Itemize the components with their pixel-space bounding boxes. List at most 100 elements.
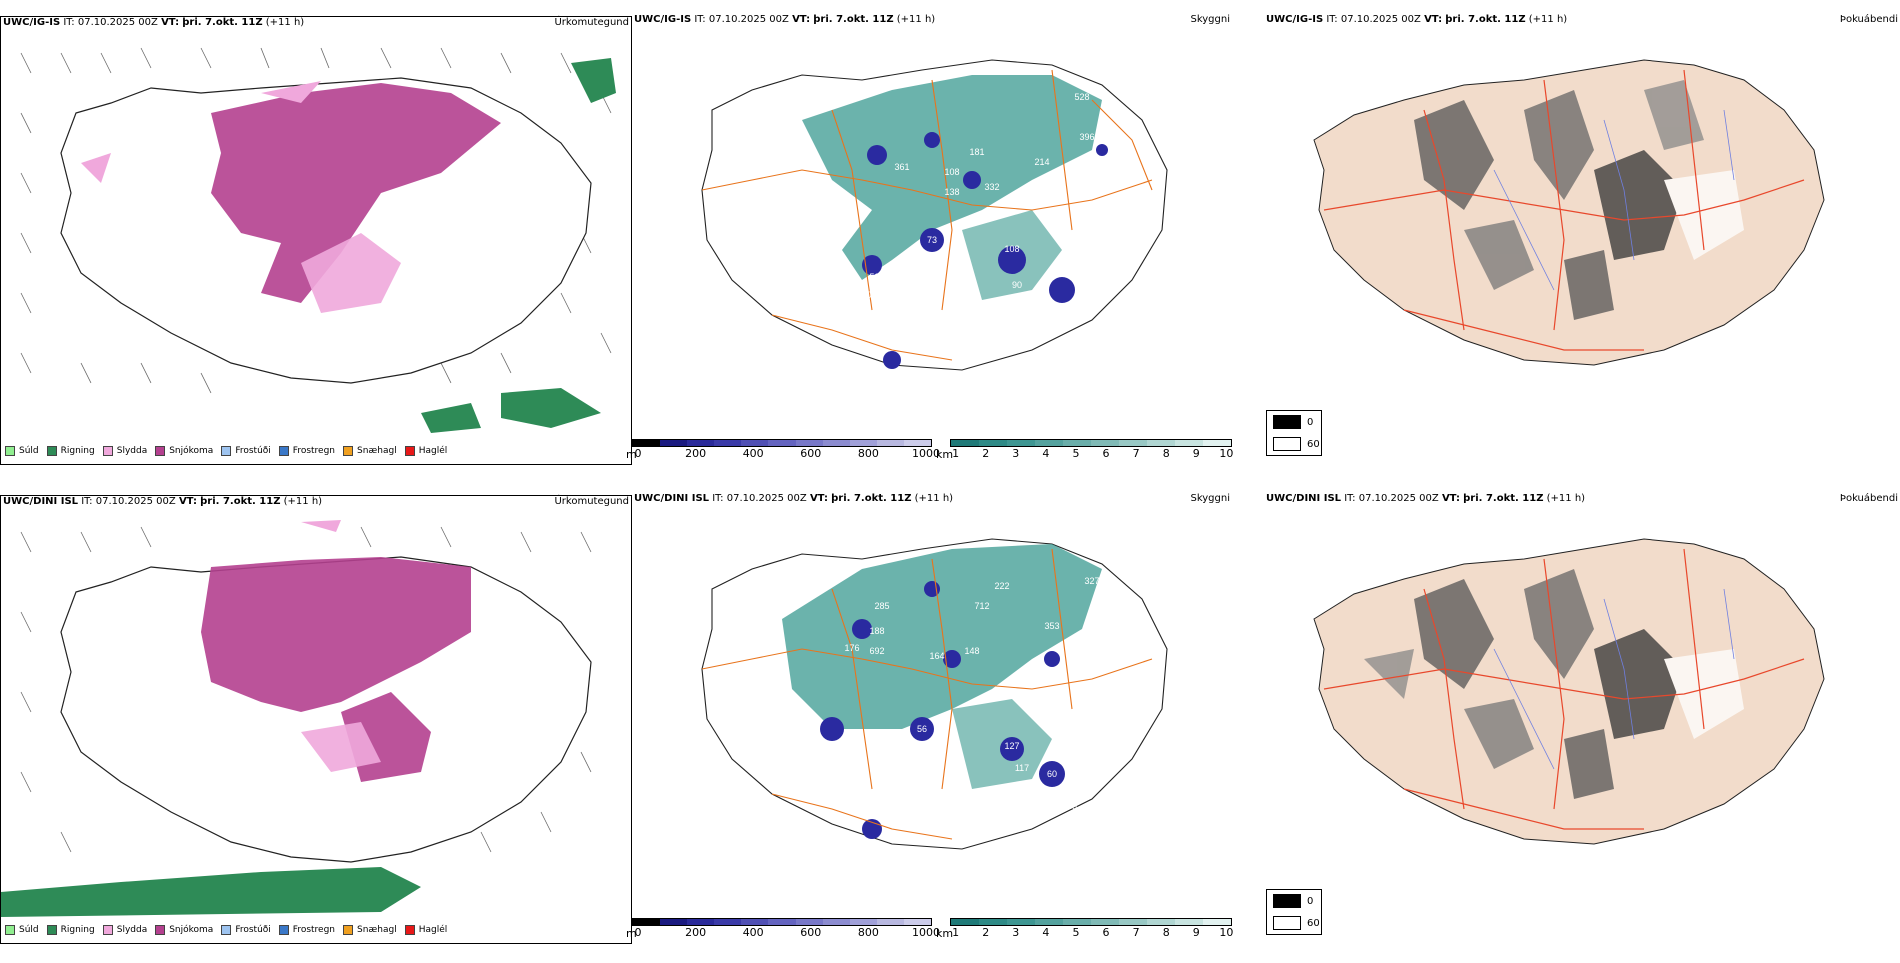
roads [1323,69,1805,351]
ceiling-value: 56 [917,724,927,734]
legend-item: Frostregn [278,446,335,456]
colorbar-tick: 800 [857,926,879,939]
valid-label: VT: [161,17,180,28]
rain-area-sw [421,403,481,433]
ceiling-value: 90 [1012,280,1022,290]
ceiling-colorbar-boxes [632,918,932,926]
ceiling-value: 396 [1079,132,1094,142]
precip-legend: Súld Rigning Slydda Snjókoma Frostúði Fr… [5,444,447,458]
swatch-sleet [102,925,113,935]
colorbar-tick: 3 [1012,447,1020,460]
precip-map [20,47,616,433]
colorbar-box [822,440,850,446]
colorbar-tick: 200 [685,447,707,460]
legend-label: Slydda [116,446,148,456]
colorbar-tick: 2 [982,447,990,460]
legend-label: Snjókoma [169,925,214,935]
visibility-colorbar-boxes [950,918,1232,926]
colorbar-box [1119,440,1147,446]
colorbar-box [1119,919,1147,925]
colorbar-box [795,440,823,446]
visibility-map: 528 396 361 108 138 332 214 181 73 108 9… [701,59,1168,378]
fog-map [1313,538,1825,845]
swatch-freezing-rain [278,446,289,456]
colorbar-box [1175,440,1203,446]
colorbar-box [1175,919,1203,925]
colorbar-box [876,440,904,446]
valid-label: VT: [1441,493,1460,504]
lead-time: (+11 h) [283,496,323,507]
rivers [1493,588,1735,770]
legend-label: Haglél [418,446,448,456]
colorbar-tick: 9 [1192,447,1200,460]
ceiling-cells [862,132,1108,369]
valid-time: þri. 7.okt. 11Z [200,496,281,507]
ceiling-value: 30 [1059,322,1069,332]
visibility-field [802,75,1102,280]
ceiling-value: 138 [944,187,959,197]
model-name: UWC/IG-IS [1266,14,1324,25]
legend-item: Rigning [46,446,95,456]
ceiling-value: 164 [929,651,944,661]
model-name: UWC/DINI ISL [1266,493,1342,504]
colorbar-box [660,919,688,925]
swatch-snow-pellets [343,446,354,456]
ceiling-colorbar-ticks: 0 200 400 600 800 1000 [632,926,941,940]
roads [701,548,1153,840]
legend-item: Haglél [404,446,448,456]
panel-title: Þokuábendi [1839,14,1898,25]
ceiling-colorbar-boxes [632,439,932,447]
legend-label: Snæhagl [357,925,397,935]
panel-title: Þokuábendi [1839,493,1898,504]
colorbar-box [1063,440,1091,446]
ceiling-colorbar: 0 200 400 600 800 1000 m [626,439,941,469]
swatch-drizzle [5,446,15,456]
valid-label: VT: [809,493,828,504]
swatch-hail [404,446,415,456]
ceiling-colorbar-ticks: 0 200 400 600 800 1000 [632,447,941,461]
colorbar-box [687,919,715,925]
ceiling-value: 108 [944,167,959,177]
colorbar-box [1147,919,1175,925]
visibility-panel: UWC/DINI ISL IT: 07.10.2025 00Z VT: þri.… [626,493,1233,948]
colorbar-box [633,919,661,925]
legend-item: Snjókoma [155,446,213,456]
colorbar-tick: 7 [1132,447,1140,460]
colorbar-box [849,440,877,446]
visibility-colorbar: 1 2 3 4 5 6 7 8 9 10 km [936,918,1233,948]
ceiling-value: 692 [869,646,884,656]
colorbar-tick: 1 [952,447,960,460]
colorbar-box [1203,919,1231,925]
colorbar-box [660,440,688,446]
ceiling-value: 377 [899,299,914,309]
panel-title: Skyggni [1190,493,1230,504]
colorbar-tick: 400 [742,447,764,460]
swatch-snow [155,925,166,935]
ceiling-value: 60 [1047,769,1057,779]
colorbar-tick: 1000 [912,447,940,460]
legend-label: Frostregn [292,925,336,935]
ceiling-value: 176 [844,643,859,653]
fog-swatch-light [1273,916,1301,930]
roads [1323,548,1805,830]
lead-time: (+11 h) [896,14,936,25]
ceiling-values: 528 396 361 108 138 332 214 181 73 108 9… [856,92,1094,378]
colorbar-box [951,919,979,925]
init-time: IT: 07.10.2025 00Z [712,493,807,504]
ceiling-colorbar: 0 200 400 600 800 1000 m [626,918,941,948]
valid-time: þri. 7.okt. 11Z [813,14,894,25]
legend-label: Súld [19,925,39,935]
colorbar-box [1035,919,1063,925]
colorbar-tick: 9 [1192,926,1200,939]
colorbar-tick: 6 [1102,447,1110,460]
fog-shading [1364,569,1744,799]
fog-legend-high: 60 [1307,439,1320,450]
colorbar-box [1147,440,1175,446]
colorbar-tick: 5 [1072,447,1080,460]
visibility-colorbar-ticks: 1 2 3 4 5 6 7 8 9 10 [950,447,1233,461]
legend-item: Snæhagl [343,925,397,935]
fog-swatch-light [1273,437,1301,451]
colorbar-tick: 4 [1042,447,1050,460]
legend-item: Rigning [46,925,95,935]
colorbar-box [768,919,796,925]
